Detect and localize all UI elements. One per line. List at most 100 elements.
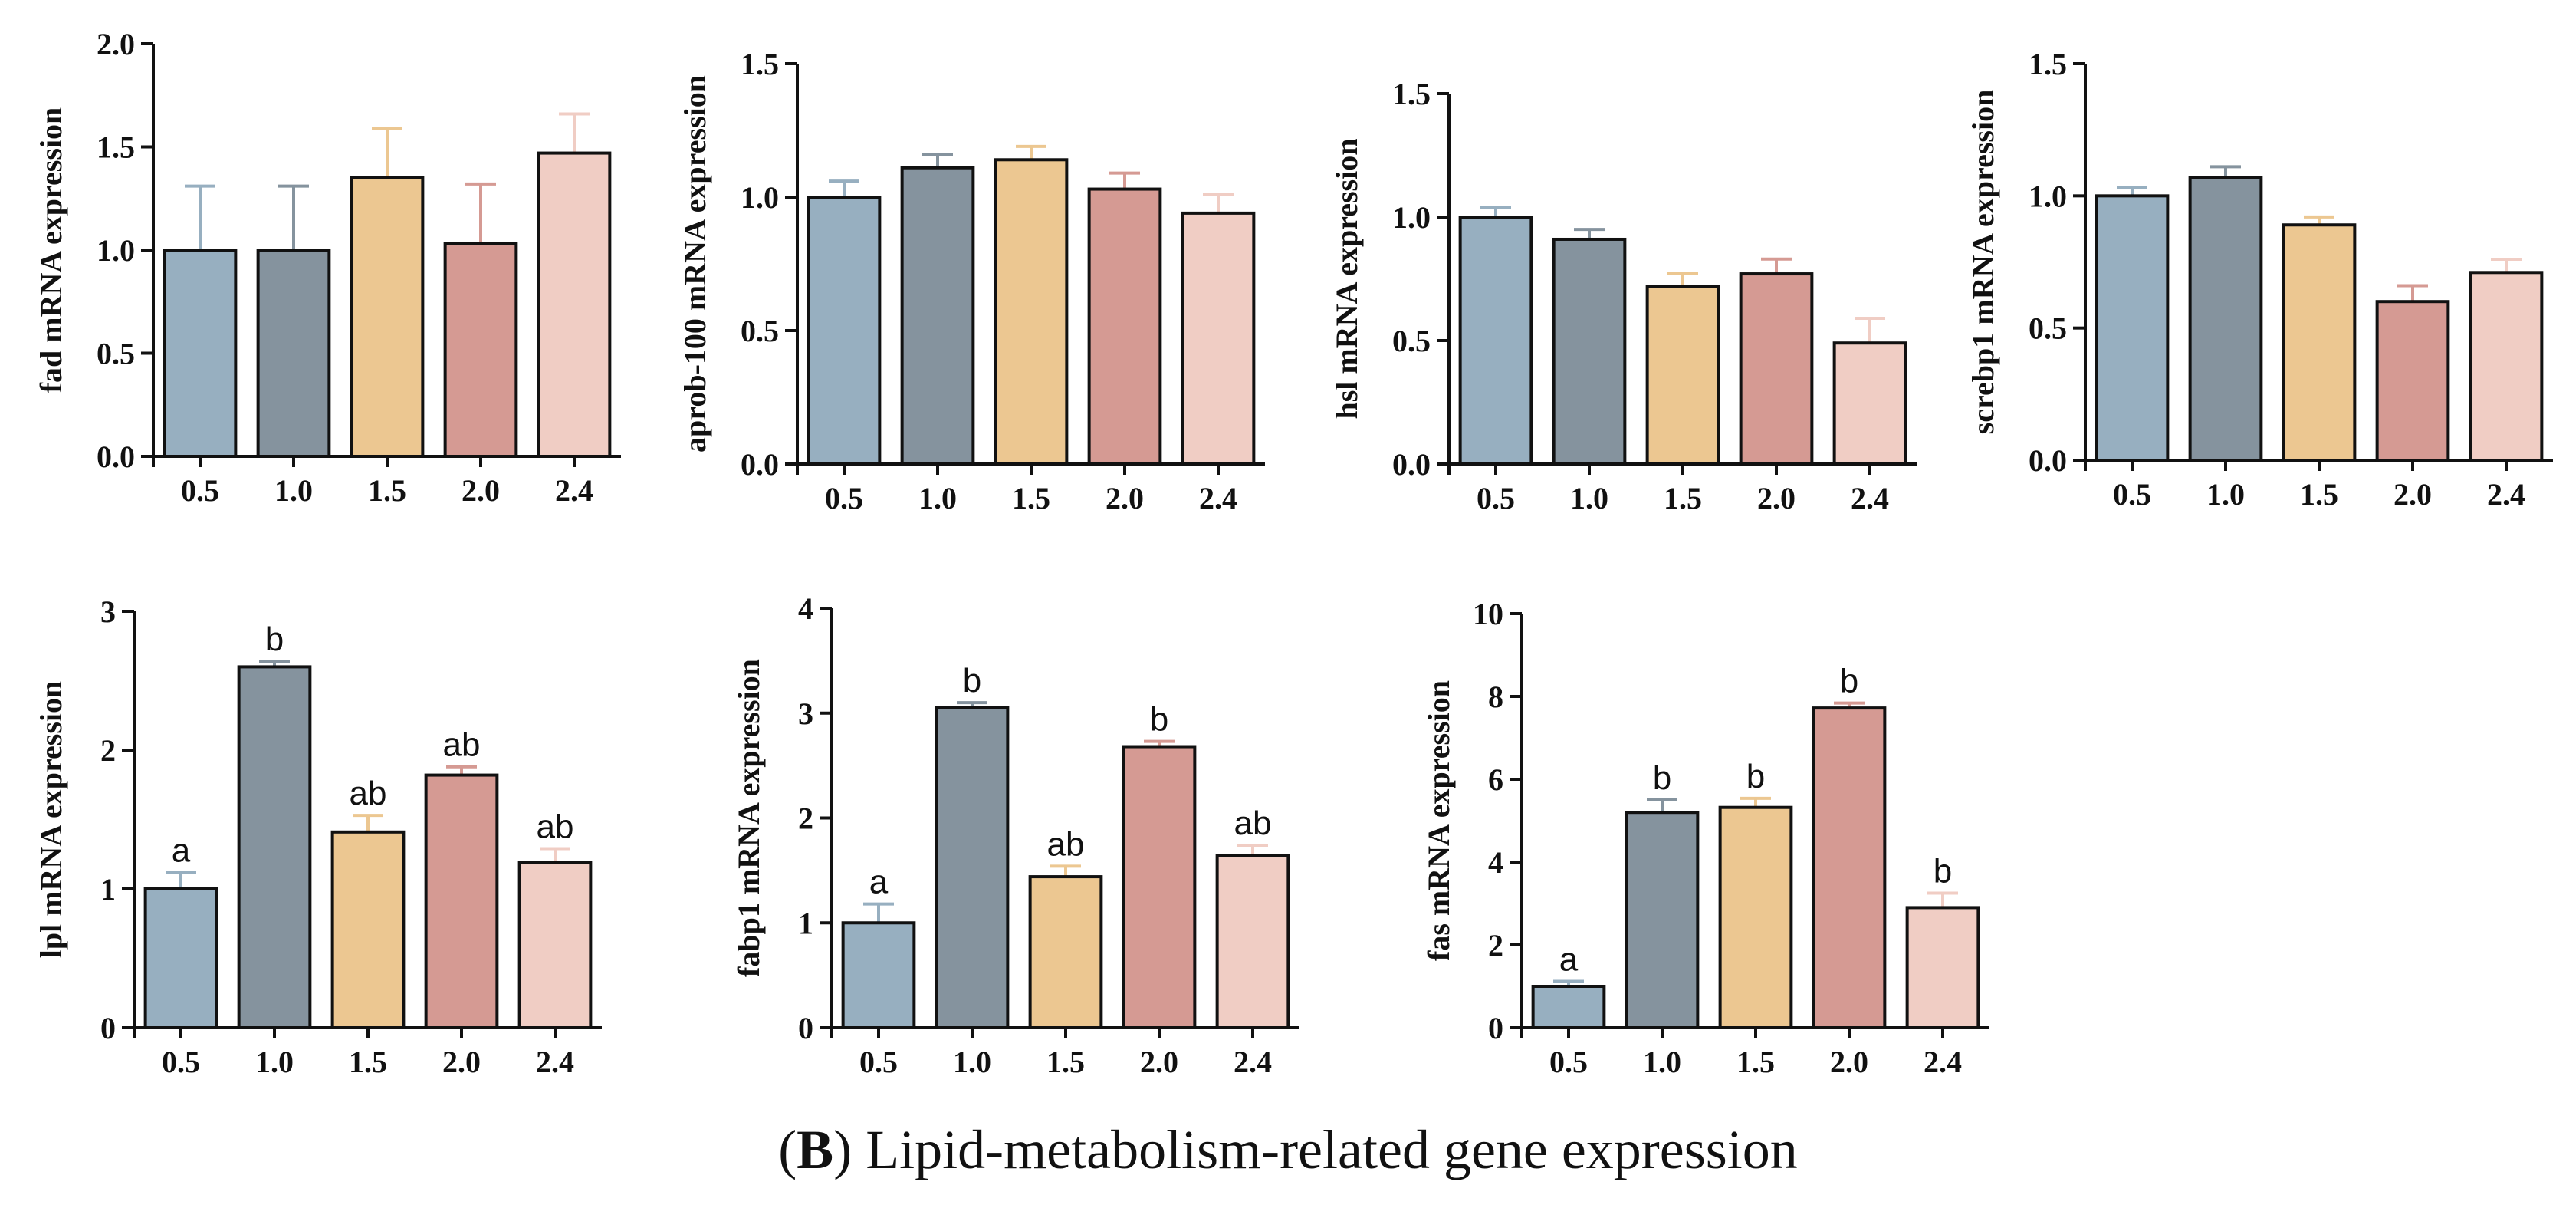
x-tick-label: 1.0 (274, 473, 313, 508)
bar-2.4 (1181, 211, 1256, 466)
bar-2.4 (2469, 271, 2544, 462)
bar-0.5 (841, 921, 916, 1029)
y-tick-label: 0 (1488, 1011, 1503, 1045)
bar-2.4 (1215, 854, 1290, 1029)
y-axis-label: screbp1 mRNA expression (1966, 90, 2000, 435)
x-tick-label: 1.5 (349, 1045, 387, 1079)
x-tick-label: 0.5 (1477, 481, 1515, 515)
x-tick-label: 1.0 (1570, 481, 1608, 515)
caption-letter: B (797, 1119, 834, 1180)
y-tick-label: 2 (798, 801, 813, 836)
bar-0.5 (1458, 216, 1533, 466)
bar-2.0 (1087, 187, 1162, 466)
x-tick-label: 0.5 (825, 481, 863, 515)
x-tick-label: 2.4 (536, 1045, 574, 1079)
x-tick-label: 0.5 (2113, 477, 2151, 512)
bar-0.5 (143, 887, 219, 1029)
significance-label: a (1559, 941, 1579, 979)
y-tick-label: 1 (798, 906, 813, 940)
y-tick-label: 3 (798, 696, 813, 731)
caption-text: Lipid-metabolism-related gene expression (852, 1119, 1798, 1180)
y-tick-label: 0 (100, 1011, 116, 1045)
y-axis-label: fabp1 mRNA expression (731, 659, 766, 977)
x-tick-label: 2.0 (1140, 1045, 1178, 1079)
y-tick-label: 4 (1488, 845, 1503, 880)
bar-2.4 (1905, 906, 1980, 1030)
x-tick-label: 1.5 (368, 473, 406, 508)
bar-2.0 (1812, 706, 1887, 1029)
x-tick-label: 1.5 (1737, 1045, 1775, 1079)
caption-paren-close: ) (833, 1119, 853, 1180)
x-tick-label: 2.0 (1106, 481, 1144, 515)
bar-2.0 (424, 773, 499, 1030)
x-tick-label: 2.4 (555, 473, 593, 508)
y-tick-label: 1.5 (2029, 47, 2067, 81)
chart-panel-7: 0 2 4 6 8 10 fas mRNA expression 0.5 a 1.0 b 1.5 b 2.… (1421, 597, 1990, 1079)
x-tick-label: 2.0 (1830, 1045, 1868, 1079)
y-tick-label: 1.5 (741, 47, 779, 81)
bar-1.5 (350, 176, 425, 458)
chart-panel-4: 0.0 0.5 1.0 1.5 screbp1 mRNA expression 0.5 1.… (1966, 47, 2553, 512)
significance-label: ab (443, 726, 481, 764)
significance-label: b (265, 620, 284, 658)
x-tick-label: 0.5 (859, 1045, 898, 1079)
y-tick-label: 0.5 (2029, 311, 2067, 346)
y-tick-label: 0 (798, 1011, 813, 1045)
bar-2.4 (1832, 341, 1907, 466)
bar-0.5 (807, 196, 882, 466)
y-tick-label: 1.0 (1392, 200, 1431, 235)
y-tick-label: 0.5 (97, 337, 135, 371)
x-tick-label: 2.4 (2487, 477, 2525, 512)
y-axis-label: aprob-100 mRNA expression (678, 75, 712, 453)
x-tick-label: 2.0 (462, 473, 500, 508)
x-tick-label: 1.0 (918, 481, 957, 515)
significance-label: b (1653, 759, 1671, 797)
significance-label: b (1150, 701, 1168, 739)
bar-1.0 (935, 706, 1010, 1029)
x-tick-label: 2.0 (1757, 481, 1796, 515)
y-axis-label: hsl mRNA expression (1329, 139, 1364, 420)
significance-label: b (963, 662, 981, 699)
significance-label: a (869, 864, 889, 901)
x-tick-label: 1.0 (2206, 477, 2245, 512)
bar-1.0 (900, 166, 975, 466)
y-tick-label: 0.0 (1392, 447, 1431, 482)
y-tick-label: 0.0 (97, 439, 135, 474)
bar-2.0 (2375, 300, 2450, 462)
y-tick-label: 1.5 (1392, 77, 1431, 111)
chart-panel-1: 0.0 0.5 1.0 1.5 2.0 fad mRNA expression 0.5 1.0… (34, 27, 621, 508)
bar-1.5 (330, 830, 406, 1030)
bar-0.5 (163, 249, 238, 458)
bar-1.0 (1552, 237, 1627, 466)
x-tick-label: 2.4 (1199, 481, 1237, 515)
x-tick-label: 1.0 (1643, 1045, 1681, 1079)
bar-1.0 (2188, 176, 2263, 462)
x-tick-label: 0.5 (181, 473, 219, 508)
x-tick-label: 2.4 (1851, 481, 1889, 515)
x-tick-label: 0.5 (1549, 1045, 1588, 1079)
y-tick-label: 4 (798, 591, 813, 626)
x-tick-label: 1.5 (2300, 477, 2338, 512)
y-tick-label: 1.0 (97, 233, 135, 268)
bar-0.5 (1531, 985, 1606, 1029)
y-tick-label: 1.5 (97, 130, 135, 165)
x-tick-label: 2.4 (1234, 1045, 1272, 1079)
y-tick-label: 2 (100, 733, 116, 768)
bar-1.5 (1028, 875, 1103, 1029)
x-tick-label: 0.5 (162, 1045, 200, 1079)
bar-1.5 (994, 158, 1069, 466)
y-tick-label: 0.5 (741, 314, 779, 348)
y-tick-label: 0.5 (1392, 324, 1431, 358)
significance-label: ab (1234, 805, 1272, 842)
significance-label: ab (1047, 825, 1085, 863)
figure-caption: (B) Lipid-metabolism-related gene expres… (0, 1118, 2576, 1182)
bar-2.0 (1739, 272, 1814, 466)
x-tick-label: 2.4 (1924, 1045, 1962, 1079)
x-tick-label: 1.5 (1012, 481, 1050, 515)
bar-0.5 (2095, 194, 2170, 462)
y-tick-label: 6 (1488, 762, 1503, 797)
bar-1.5 (1645, 285, 1720, 466)
significance-label: a (172, 831, 191, 869)
significance-label: b (1934, 853, 1952, 890)
